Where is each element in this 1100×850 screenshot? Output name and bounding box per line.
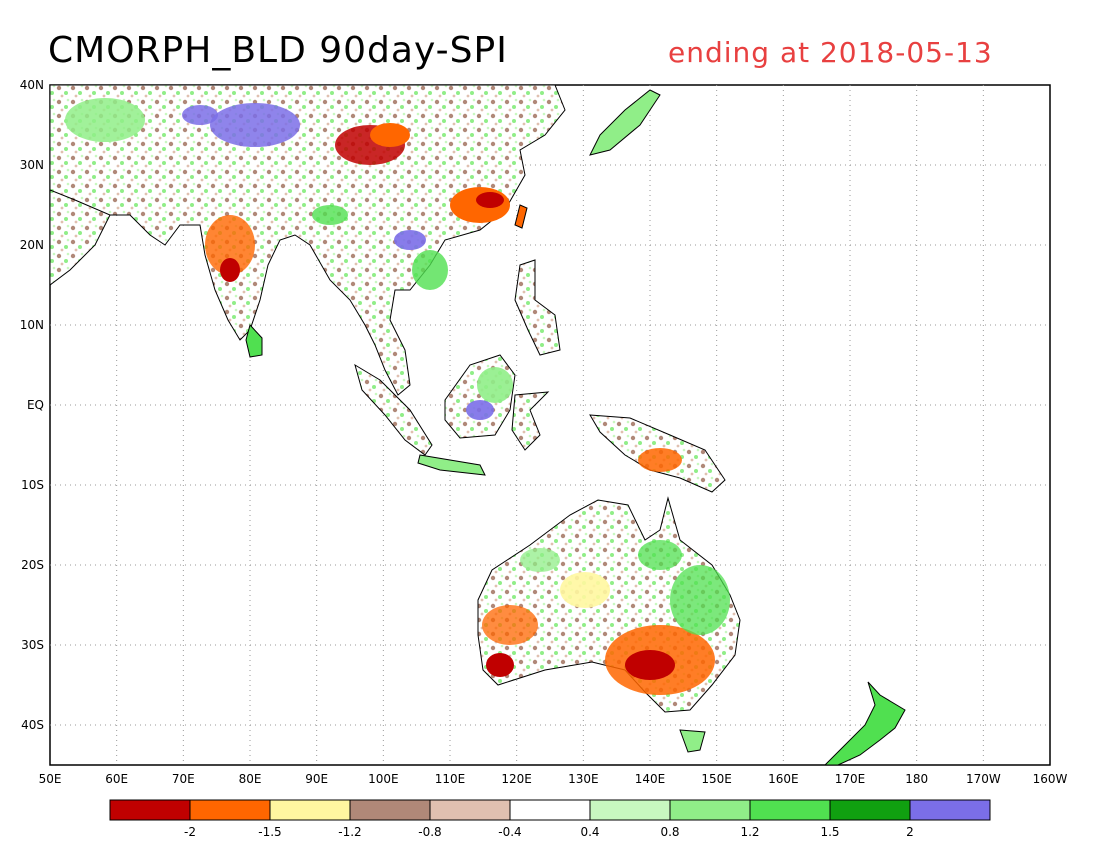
java-land bbox=[417, 454, 486, 476]
map-date-subtitle: ending at 2018-05-13 bbox=[668, 36, 993, 69]
lon-label: 160W bbox=[1033, 772, 1068, 786]
lat-label: EQ bbox=[27, 398, 44, 412]
lon-label: 90E bbox=[305, 772, 328, 786]
legend-tick-label: 0.4 bbox=[580, 825, 599, 839]
lon-label: 80E bbox=[239, 772, 262, 786]
legend-swatch bbox=[509, 799, 591, 821]
longitude-labels: 50E 60E 70E 80E 90E 100E 110E 120E 130E 140E 150E 1… bbox=[39, 772, 1068, 786]
lon-label: 170W bbox=[966, 772, 1001, 786]
legend-tick-label: -1.5 bbox=[258, 825, 281, 839]
lon-label: 110E bbox=[435, 772, 466, 786]
spi-anomaly-patches bbox=[65, 98, 730, 695]
legend-tick-label: -0.8 bbox=[418, 825, 441, 839]
lon-label: 180 bbox=[905, 772, 928, 786]
spi-color-legend: -2 -1.5 -1.2 -0.8 -0.4 0.4 0.8 1.2 1.5 2 bbox=[109, 799, 991, 839]
lat-label: 40S bbox=[21, 718, 44, 732]
lon-label: 100E bbox=[368, 772, 399, 786]
legend-swatch bbox=[269, 799, 351, 821]
legend-tick-label: -1.2 bbox=[338, 825, 361, 839]
lon-label: 50E bbox=[39, 772, 62, 786]
lat-label: 30N bbox=[20, 158, 44, 172]
lat-label: 30S bbox=[21, 638, 44, 652]
lon-label: 120E bbox=[501, 772, 532, 786]
lat-label: 40N bbox=[20, 78, 44, 92]
legend-tick-label: 1.5 bbox=[820, 825, 839, 839]
asia-land bbox=[50, 85, 566, 396]
legend-swatch bbox=[829, 799, 911, 821]
taiwan-land bbox=[514, 204, 528, 229]
sumatra-land bbox=[354, 363, 433, 456]
land-masses bbox=[50, 85, 906, 765]
arabia-land bbox=[50, 189, 111, 286]
legend-swatch bbox=[189, 799, 271, 821]
new-zealand-land bbox=[824, 681, 906, 765]
lat-label: 20S bbox=[21, 558, 44, 572]
legend-swatch bbox=[589, 799, 671, 821]
lon-label: 70E bbox=[172, 772, 195, 786]
lat-label: 10N bbox=[20, 318, 44, 332]
legend-swatch bbox=[349, 799, 431, 821]
lon-label: 170E bbox=[835, 772, 866, 786]
lon-label: 60E bbox=[105, 772, 128, 786]
legend-swatch bbox=[109, 799, 191, 821]
map-title: CMORPH_BLD 90day-SPI bbox=[48, 30, 508, 71]
legend-swatch bbox=[749, 799, 831, 821]
legend-tick-label: -2 bbox=[184, 825, 196, 839]
legend-tick-label: 2 bbox=[906, 825, 914, 839]
lon-label: 150E bbox=[701, 772, 732, 786]
legend-tick-label: -0.4 bbox=[498, 825, 521, 839]
sri-lanka-land bbox=[245, 323, 263, 358]
lat-label: 10S bbox=[21, 478, 44, 492]
legend-tick-label: 0.8 bbox=[660, 825, 679, 839]
legend-swatch bbox=[429, 799, 511, 821]
philippines-land bbox=[514, 259, 561, 356]
legend-tick-label: 1.2 bbox=[740, 825, 759, 839]
lon-label: 140E bbox=[635, 772, 666, 786]
lon-label: 130E bbox=[568, 772, 599, 786]
japan-land bbox=[589, 89, 661, 156]
tasmania-land bbox=[679, 729, 706, 753]
legend-swatch bbox=[669, 799, 751, 821]
lon-label: 160E bbox=[768, 772, 799, 786]
latitude-labels: 40N 30N 20N 10N EQ 10S 20S 30S 40S bbox=[20, 78, 44, 732]
legend-swatch bbox=[909, 799, 991, 821]
lat-label: 20N bbox=[20, 238, 44, 252]
sulawesi-land bbox=[511, 391, 550, 451]
